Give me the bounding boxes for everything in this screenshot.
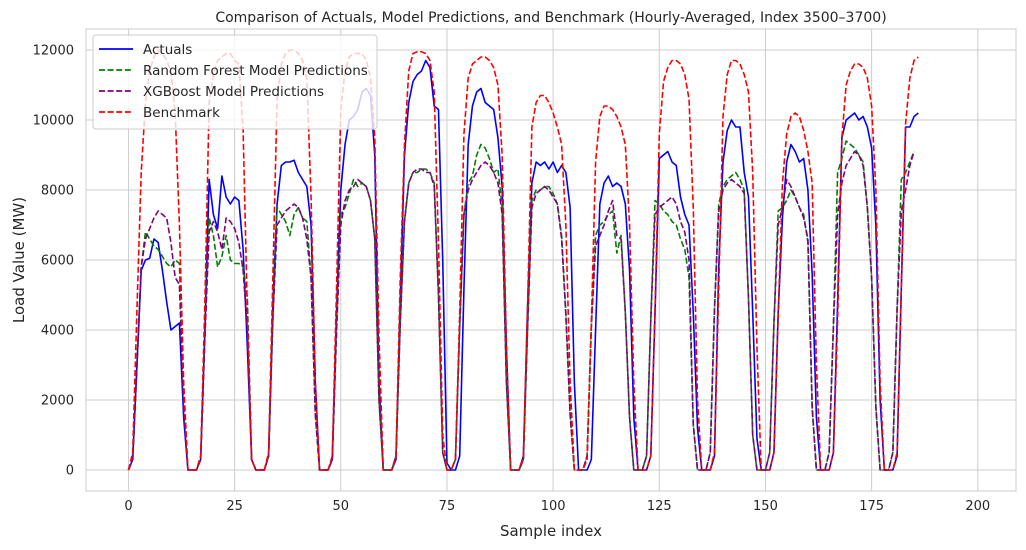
x-tick-label: 0 — [124, 499, 132, 514]
x-axis-title: Sample index — [500, 522, 602, 540]
legend-box — [92, 34, 378, 130]
y-tick-label: 2000 — [41, 394, 74, 409]
x-tick-label: 125 — [647, 499, 672, 514]
y-tick-label: 8000 — [41, 184, 74, 199]
legend-label: Actuals — [143, 42, 192, 58]
x-tick-label: 150 — [753, 499, 778, 514]
x-tick-label: 75 — [439, 499, 456, 514]
x-tick-label: 175 — [859, 499, 884, 514]
y-tick-label: 10000 — [33, 114, 74, 129]
x-axis: 0 25 50 75 100 125 150 175 200 — [124, 499, 990, 514]
y-tick-label: 4000 — [41, 324, 74, 339]
x-tick-label: 50 — [333, 499, 350, 514]
y-tick-label: 6000 — [41, 254, 74, 269]
grid — [86, 29, 1016, 491]
y-axis: 0 2000 4000 6000 8000 10000 12000 — [33, 44, 74, 479]
x-tick-label: 100 — [541, 499, 566, 514]
series-line-benchmark — [127, 49, 919, 471]
x-tick-label: 25 — [226, 499, 243, 514]
y-tick-label: 0 — [66, 464, 74, 479]
legend-label: Benchmark — [143, 105, 220, 121]
x-tick-label: 200 — [965, 499, 990, 514]
y-tick-label: 12000 — [33, 44, 74, 59]
chart-title: Comparison of Actuals, Model Predictions… — [215, 10, 886, 26]
legend-label: XGBoost Model Predictions — [143, 84, 324, 100]
y-axis-title: Load Value (MW) — [10, 197, 28, 323]
series-layer — [127, 49, 919, 471]
legend-label: Random Forest Model Predictions — [143, 63, 368, 79]
legend: Actuals Random Forest Model Predictions XG… — [92, 34, 378, 130]
